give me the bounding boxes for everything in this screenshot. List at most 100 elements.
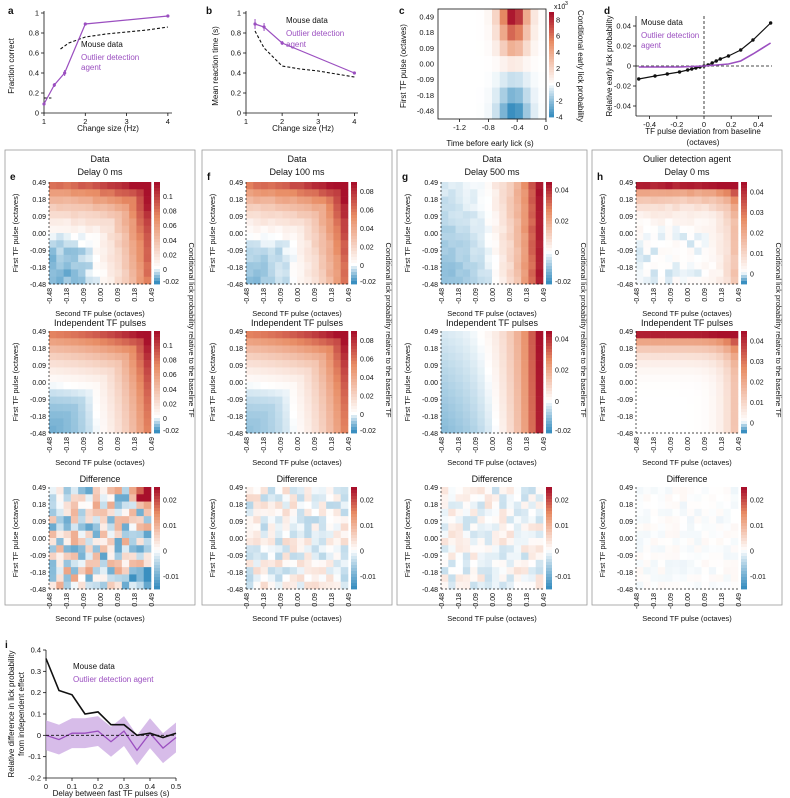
heatmap-cell: [723, 382, 732, 390]
heatmap-cell: [246, 247, 254, 256]
colorbar-cell: [351, 278, 357, 282]
colorbar-cell: [351, 583, 357, 587]
heatmap-cell: [70, 425, 79, 434]
colorbar-cell: [154, 379, 160, 383]
colorbar-cell: [546, 337, 552, 341]
heatmap-cell: [730, 396, 739, 405]
heatmap-cell: [538, 71, 547, 88]
heatmap-cell: [441, 545, 449, 553]
heatmap-cell: [56, 581, 64, 590]
heatmap-cell: [260, 559, 269, 568]
heatmap-cell: [267, 262, 276, 270]
y-tick-label: -0.04: [614, 102, 631, 111]
y-tick-label: 0.09: [619, 214, 633, 221]
heatmap-cell: [650, 352, 659, 361]
heatmap-cell: [650, 182, 659, 190]
colorbar-cell: [154, 376, 160, 380]
heatmap-cell: [304, 276, 312, 285]
heatmap-cell: [672, 367, 681, 376]
heatmap-cell: [326, 218, 334, 227]
heatmap-cell: [275, 425, 283, 434]
heatmap-cell: [107, 240, 115, 248]
heatmap-cell: [679, 247, 688, 256]
heatmap-cell: [643, 403, 651, 412]
heatmap-cell: [679, 345, 688, 354]
heatmap-cell: [445, 87, 454, 104]
heatmap-cell: [70, 567, 79, 575]
colorbar-cell: [549, 12, 554, 16]
heatmap-cell: [708, 262, 717, 270]
heatmap-cell: [289, 425, 298, 434]
heatmap-cell: [694, 360, 702, 368]
heatmap-cell: [136, 225, 145, 234]
colorbar-cell: [154, 281, 160, 285]
colorbar-tick: 0.02: [750, 497, 764, 504]
panel-letter-g: g: [402, 172, 408, 183]
heatmap-cell: [246, 345, 254, 354]
heatmap-cell: [484, 71, 493, 88]
heatmap-cell: [499, 396, 507, 405]
colorbar-cell: [549, 56, 554, 60]
heatmap-cell: [282, 189, 291, 197]
heatmap-cell: [448, 269, 456, 278]
heatmap-cell: [107, 233, 115, 241]
heatmap-cell: [304, 374, 312, 383]
heatmap-cell: [462, 352, 471, 361]
heatmap-cell: [513, 581, 522, 590]
heatmap-cell: [513, 331, 522, 339]
panel-border-g: [396, 149, 588, 606]
colorbar-cell: [351, 260, 357, 264]
heatmap-cell: [484, 24, 493, 41]
heatmap-cell: [136, 240, 145, 248]
heatmap-cell: [492, 501, 500, 510]
heatmap-cell: [143, 425, 152, 434]
heatmap-cell: [528, 196, 537, 205]
heatmap-cell: [318, 374, 327, 383]
heatmap-cell: [311, 508, 320, 517]
x-tick-label: 0.18: [524, 288, 531, 302]
heatmap-cell: [521, 382, 529, 390]
heatmap-cell: [70, 411, 79, 419]
heatmap-cell: [650, 389, 659, 397]
colorbar-tick: 0.02: [163, 401, 177, 408]
heatmap-cell: [701, 374, 710, 383]
heatmap-cell: [136, 396, 145, 405]
heatmap-cell: [311, 581, 320, 590]
heatmap-cell: [521, 203, 529, 212]
y-axis-label: First TF pulse (octaves): [598, 193, 607, 272]
heatmap-cell: [289, 374, 298, 383]
heatmap-cell: [85, 203, 94, 212]
heatmap-cell: [253, 240, 261, 248]
heatmap-cell: [470, 374, 478, 383]
heatmap-cell: [136, 567, 145, 575]
heatmap-cell: [253, 530, 261, 539]
heatmap-cell: [282, 254, 291, 263]
heatmap-cell: [340, 530, 349, 539]
heatmap-cell: [477, 276, 486, 285]
y-axis-label: First TF pulse (octaves): [11, 498, 20, 577]
heatmap-cell: [521, 403, 529, 412]
heatmap-cell: [246, 338, 254, 346]
heatmap-cell: [506, 189, 515, 197]
heatmap-cell: [643, 269, 651, 278]
heatmap-cell: [107, 352, 115, 361]
heatmap-cell: [506, 352, 515, 361]
heatmap-cell: [636, 211, 644, 219]
colorbar-cell: [741, 373, 747, 377]
heatmap-cell: [521, 516, 529, 524]
heatmap-cell: [267, 240, 276, 248]
heatmap-cell: [107, 516, 115, 524]
y-tick-label: -0.09: [227, 397, 243, 404]
heatmap-cell: [78, 352, 86, 361]
heatmap-cell: [267, 211, 276, 219]
heatmap-cell: [470, 418, 478, 427]
heatmap-cell: [275, 233, 283, 241]
x-tick-label: -0.4: [643, 120, 656, 129]
colorbar-cell: [154, 352, 160, 356]
heatmap-cell: [441, 494, 449, 502]
heatmap-cell: [687, 581, 695, 590]
heatmap-cell: [484, 552, 493, 561]
colorbar-cell: [351, 565, 357, 569]
heatmap-cell: [275, 218, 283, 227]
heatmap-cell: [636, 225, 644, 234]
